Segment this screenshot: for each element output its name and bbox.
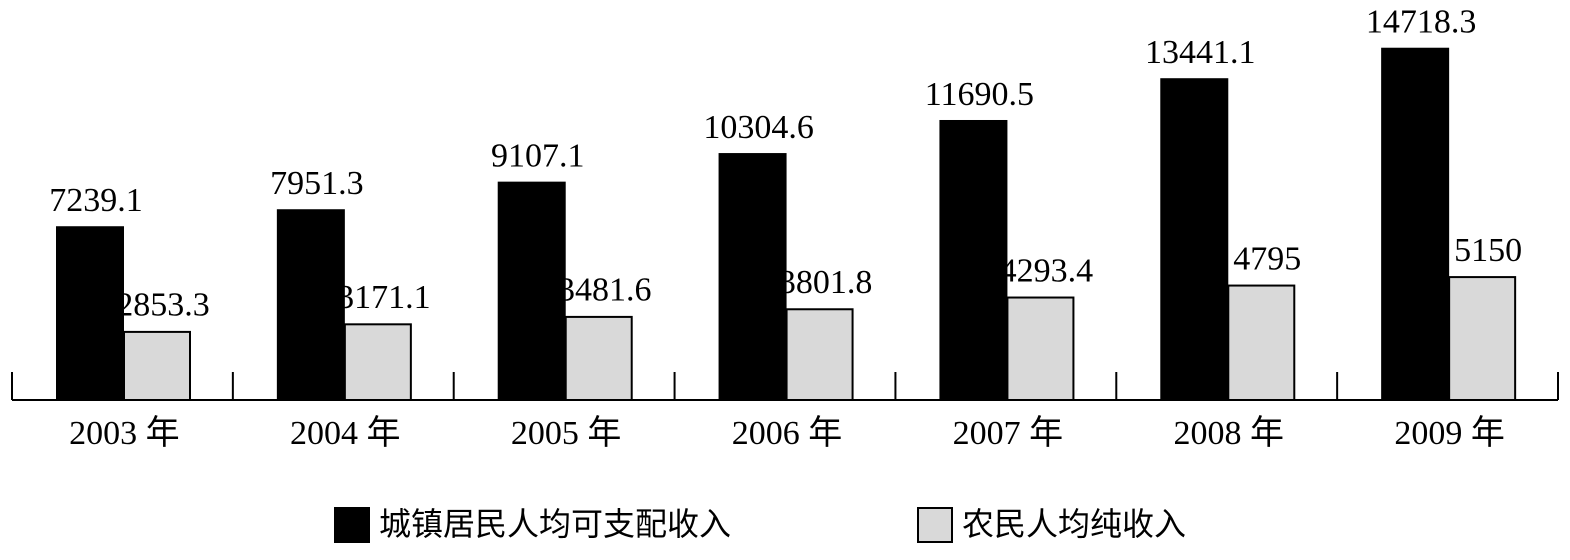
value-label: 2853.3 [116, 287, 210, 324]
value-label: 3171.1 [337, 279, 431, 316]
bar [1006, 296, 1075, 401]
bar [1381, 47, 1450, 402]
legend-swatch [334, 507, 370, 543]
bar [343, 323, 412, 401]
bar [1227, 284, 1296, 401]
value-label: 5150 [1454, 232, 1522, 269]
legend-swatch [917, 507, 953, 543]
value-label: 11690.5 [925, 76, 1034, 113]
bar [276, 209, 345, 401]
value-label: 14718.3 [1366, 4, 1477, 41]
bar [497, 181, 566, 401]
value-label: 9107.1 [491, 137, 585, 174]
value-label: 10304.6 [703, 109, 814, 146]
value-label: 3481.6 [558, 272, 652, 309]
bar [785, 308, 854, 401]
value-label: 7239.1 [49, 182, 143, 219]
legend-label: 城镇居民人均可支配收入 [379, 505, 731, 543]
bar [564, 315, 633, 402]
bar [1160, 78, 1229, 401]
x-tick-label: 2008 年 [1173, 414, 1284, 452]
bar [123, 330, 191, 402]
value-label: 13441.1 [1145, 34, 1256, 71]
bar [718, 153, 787, 401]
value-label: 3801.8 [779, 264, 873, 301]
legend-label: 农民人均纯收入 [962, 505, 1186, 543]
x-tick-label: 2009 年 [1394, 414, 1505, 452]
bar [1448, 276, 1517, 401]
x-tick-label: 2005 年 [511, 414, 622, 452]
value-label: 7951.3 [270, 165, 364, 202]
x-tick-label: 2007 年 [953, 414, 1064, 452]
value-label: 4795 [1233, 240, 1301, 277]
x-tick-label: 2006 年 [732, 414, 843, 452]
value-label: 4293.4 [1000, 252, 1094, 289]
bar [56, 226, 124, 401]
x-tick-label: 2003 年 [69, 414, 180, 452]
bar [939, 119, 1008, 402]
x-tick-label: 2004 年 [290, 414, 401, 452]
